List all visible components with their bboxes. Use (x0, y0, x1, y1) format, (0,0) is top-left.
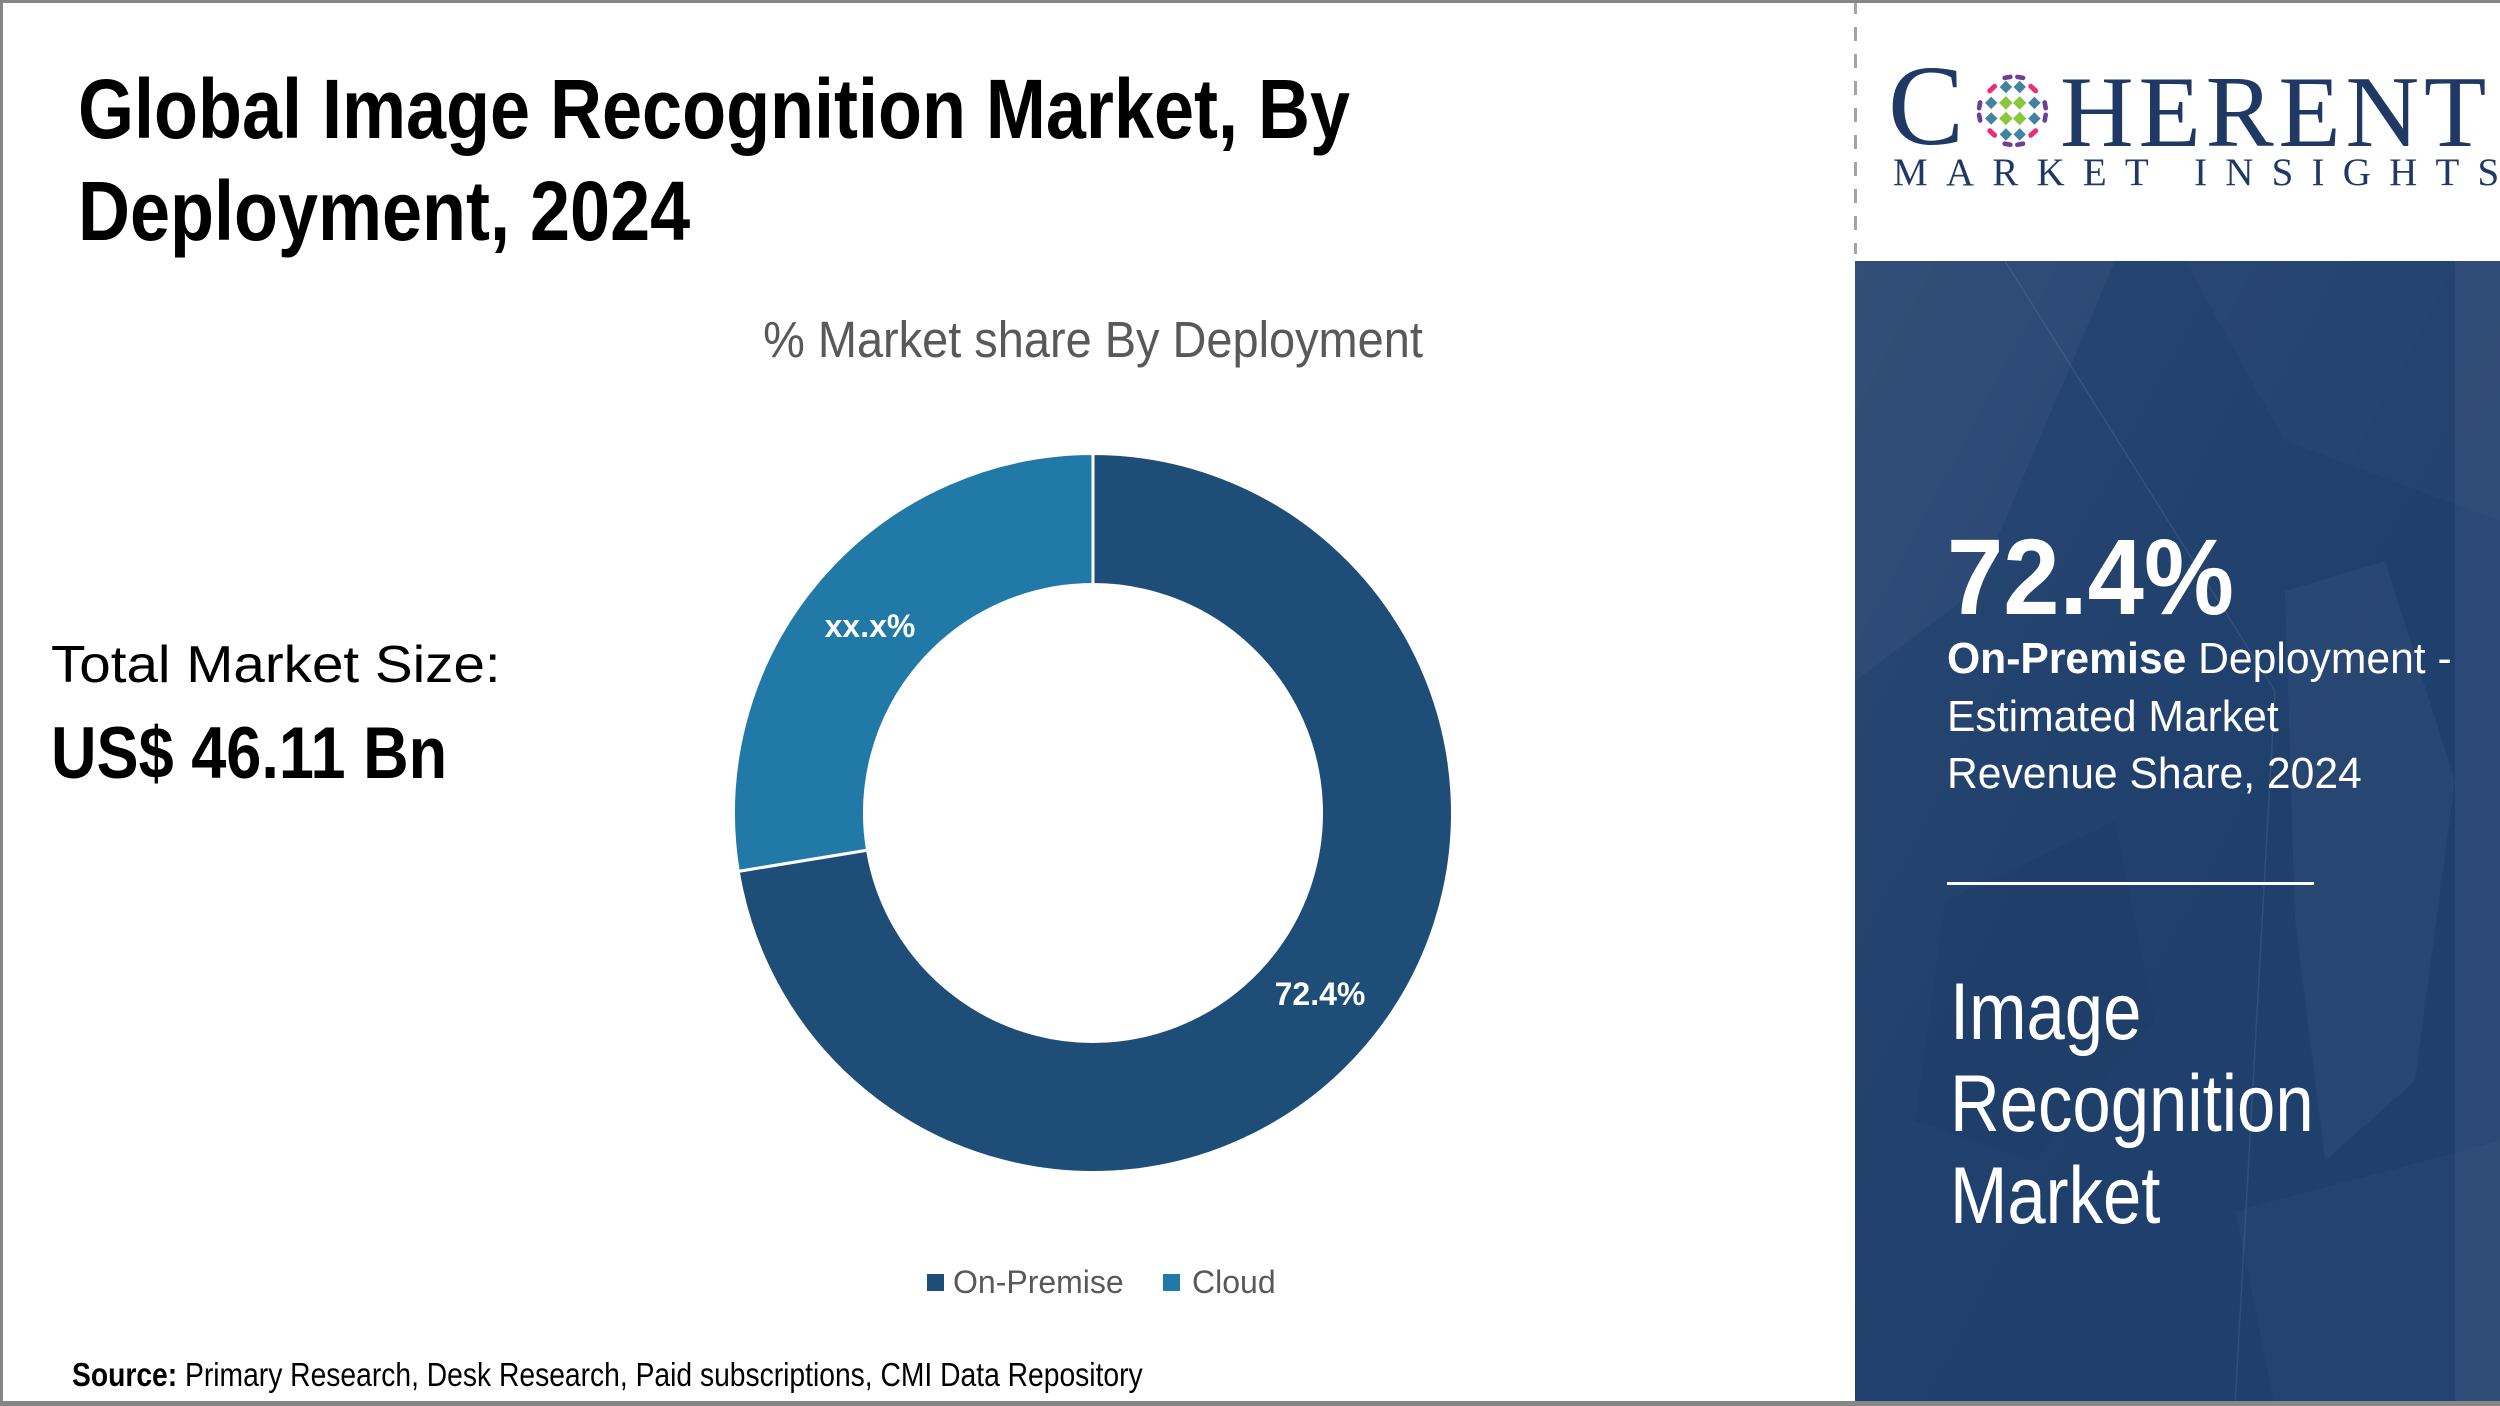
svg-text:72.4%: 72.4% (1275, 976, 1366, 1012)
svg-text:xx.x%: xx.x% (825, 608, 916, 644)
